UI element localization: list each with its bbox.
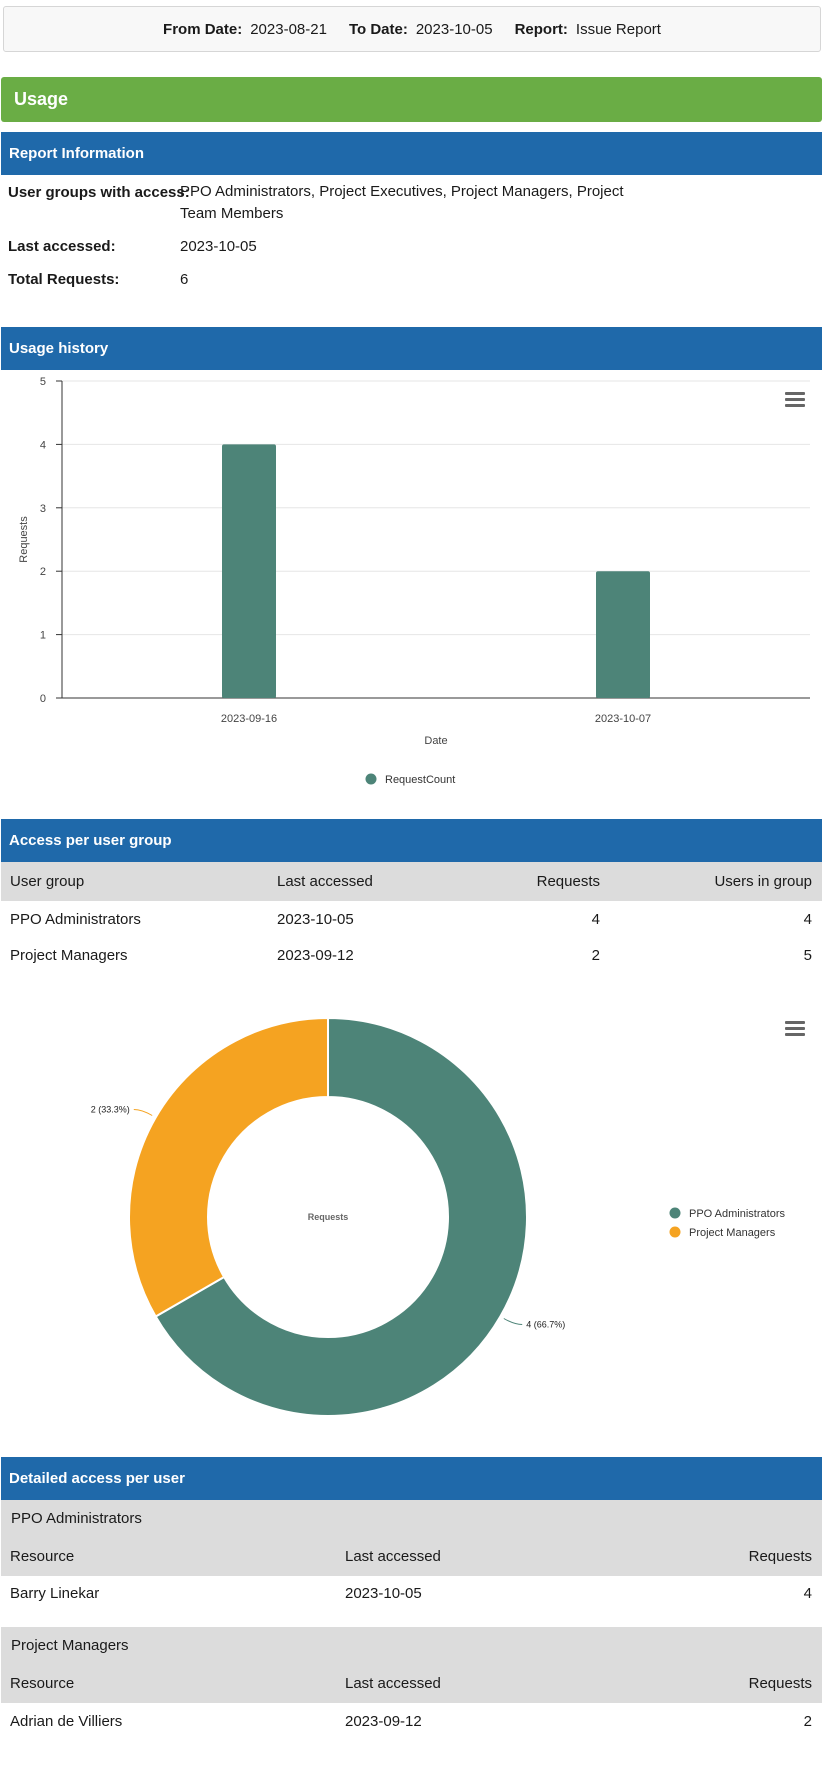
table-row: Project Managers 2023-09-12 2 5 [1,937,822,973]
bar [596,571,650,698]
col-last-accessed: Last accessed [277,873,373,890]
y-tick-label: 2 [40,566,46,578]
data-label: 2 (33.3%) [91,1105,130,1115]
usage-history-header: Usage history [1,327,822,370]
col-user-group: User group [10,873,85,890]
legend-marker [669,1226,681,1238]
y-tick-label: 1 [40,630,46,642]
usage-history-bar-chart: 0 1 2 3 4 5 Requests 2023-09-16 2023-10-07 Date Re… [18,376,810,786]
table-row: Adrian de Villiers 2023-09-12 2 [1,1703,822,1739]
last-accessed-label: Last accessed: [8,238,116,255]
row-user-group: Project Managers [10,947,128,964]
table-row: PPO Administrators 2023-10-05 4 4 [1,901,822,937]
x-axis-label: Date [424,735,447,747]
row-resource: Barry Linekar [10,1585,100,1602]
report-label: Report: [514,20,568,38]
row-requests: 2 [803,1713,812,1730]
to-date-value: 2023-10-05 [415,20,493,38]
legend-marker [365,773,377,785]
row-last-accessed: 2023-09-12 [345,1713,422,1730]
groups-with-access-label: User groups with access: [8,184,190,201]
total-requests-label: Total Requests: [8,271,120,288]
last-accessed-value: 2023-10-05 [180,238,257,255]
report-value: Issue Report [575,20,661,38]
access-table-header-row: User group Last accessed Requests Users … [1,862,822,901]
chart-menu-icon[interactable] [785,392,805,408]
y-tick-label: 3 [40,503,46,515]
data-label-connector [133,1109,153,1116]
donut-center-label: Requests [308,1212,349,1222]
total-requests-value: 6 [180,271,189,288]
row-last-accessed: 2023-10-05 [277,911,354,928]
y-tick-label: 4 [40,439,46,451]
legend-label: RequestCount [385,774,455,786]
col-resource: Resource [10,1675,75,1692]
col-requests: Requests [536,873,600,890]
y-tick-label: 5 [40,376,46,388]
chart-menu-icon[interactable] [785,1021,805,1037]
table-row: Barry Linekar 2023-10-05 4 [1,1576,822,1612]
report-information-header: Report Information [1,132,822,175]
from-date-value: 2023-08-21 [250,20,327,38]
x-tick-label: 2023-09-16 [221,713,277,725]
data-label: 4 (66.7%) [526,1320,565,1330]
legend-marker [669,1207,681,1219]
row-last-accessed: 2023-09-12 [277,947,354,964]
legend-label: PPO Administrators [689,1208,785,1220]
row-requests: 2 [591,947,600,964]
access-per-group-donut-chart: 4 (66.7%) 2 (33.3%) Requests PPO Administra… [91,1016,785,1417]
col-requests: Requests [748,1675,812,1692]
filter-bar: From Date: 2023-08-21 To Date: 2023-10-0… [3,6,821,52]
row-user-group: PPO Administrators [10,911,141,928]
row-users-in-group: 4 [803,911,812,928]
detail-table-header-row: Resource Last accessed Requests [1,1537,822,1576]
row-users-in-group: 5 [803,947,812,964]
donut-slice [154,1016,528,1417]
x-tick-label: 2023-10-07 [595,713,651,725]
detail-table-header-row: Resource Last accessed Requests [1,1664,822,1703]
col-last-accessed: Last accessed [345,1675,441,1692]
row-requests: 4 [803,1585,812,1602]
col-resource: Resource [10,1548,75,1565]
data-label-connector [503,1318,523,1325]
access-per-group-header: Access per user group [1,819,822,862]
row-last-accessed: 2023-10-05 [345,1585,422,1602]
bar [222,444,276,698]
detailed-access-header: Detailed access per user [1,1457,822,1500]
groups-with-access-value: PPO Administrators, Project Executives, … [180,183,624,222]
usage-header: Usage [1,77,822,122]
group-name-row: PPO Administrators [1,1500,822,1537]
row-resource: Adrian de Villiers [10,1713,123,1730]
group-name-row: Project Managers [1,1627,822,1664]
y-axis-label: Requests [18,516,30,563]
col-requests: Requests [748,1548,812,1565]
donut-slice [128,1016,329,1318]
legend-label: Project Managers [689,1227,776,1239]
from-date-label: From Date: [163,20,243,38]
y-tick-label: 0 [40,693,46,705]
to-date-label: To Date: [348,20,408,38]
col-last-accessed: Last accessed [345,1548,441,1565]
row-requests: 4 [591,911,600,928]
col-users-in-group: Users in group [714,873,812,890]
